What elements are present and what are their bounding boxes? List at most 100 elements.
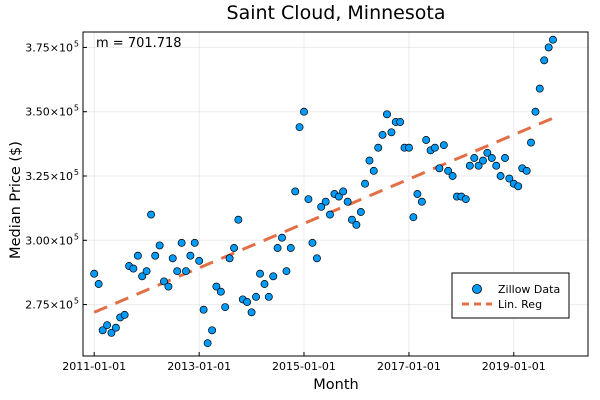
data-point	[365, 156, 374, 165]
data-point	[487, 154, 496, 162]
data-point	[155, 241, 164, 250]
data-point	[186, 251, 195, 260]
data-point	[505, 174, 514, 183]
x-tick-label: 2011-01-01	[62, 360, 126, 373]
regression-line-segment	[93, 116, 554, 314]
data-point	[168, 254, 177, 263]
x-axis-label: Month	[313, 377, 358, 393]
data-point	[98, 326, 107, 335]
data-point	[339, 187, 348, 196]
data-points	[90, 35, 557, 348]
y-tick-exponent: 5	[74, 168, 79, 177]
data-point	[470, 154, 479, 162]
x-tick-label: 2019-01-01	[482, 360, 546, 373]
y-tick-label: 2.75×10	[25, 299, 73, 312]
data-point	[479, 156, 487, 165]
data-point	[356, 208, 365, 216]
data-point	[120, 310, 129, 319]
data-point	[291, 187, 300, 196]
data-point	[173, 267, 182, 276]
x-tick-label: 2017-01-01	[377, 360, 441, 373]
x-tick-label: 2015-01-01	[272, 360, 336, 373]
data-point	[230, 244, 239, 252]
data-point	[496, 172, 505, 180]
data-point	[300, 107, 308, 116]
data-point	[531, 107, 540, 116]
data-point	[396, 118, 405, 126]
data-point	[378, 130, 387, 139]
x-axis-ticks: 2011-01-01 2013-01-01 2015-01-01 2017-01-01…	[62, 352, 546, 373]
data-point	[417, 197, 426, 206]
data-point	[151, 251, 160, 260]
data-point	[195, 256, 204, 265]
data-point	[221, 303, 230, 312]
data-point	[94, 280, 103, 288]
data-point	[347, 215, 356, 224]
data-point	[164, 282, 173, 291]
data-point	[514, 182, 523, 191]
y-tick-exponent: 5	[74, 39, 79, 48]
data-point	[129, 264, 138, 273]
data-point	[304, 195, 313, 204]
data-point	[387, 128, 396, 137]
data-point	[369, 166, 378, 175]
x-tick-label: 2013-01-01	[167, 360, 231, 373]
data-point	[90, 269, 99, 278]
data-point	[234, 215, 243, 224]
data-point	[295, 123, 304, 132]
data-point	[383, 110, 391, 119]
data-point	[404, 143, 413, 152]
data-point	[225, 254, 234, 263]
legend: Zillow Data Lin. Reg	[451, 272, 570, 319]
data-point	[273, 244, 282, 252]
y-axis-label: Median Price ($)	[8, 141, 24, 259]
data-point	[260, 280, 269, 288]
y-tick-label: 3.00×10	[25, 234, 73, 247]
data-point	[142, 267, 151, 276]
legend-label-regression: Lin. Reg	[498, 298, 542, 311]
data-point	[334, 192, 343, 201]
data-point	[321, 197, 330, 206]
data-point	[208, 326, 217, 335]
data-point	[444, 166, 453, 175]
data-point	[308, 238, 317, 247]
y-tick-label: 3.50×10	[25, 106, 73, 119]
data-point	[243, 298, 252, 306]
data-point	[430, 143, 439, 152]
data-point	[177, 238, 186, 247]
data-point	[133, 251, 142, 260]
data-point	[317, 202, 326, 211]
data-point	[540, 56, 549, 65]
data-point	[182, 267, 190, 276]
data-point	[138, 272, 147, 281]
legend-label-zillow: Zillow Data	[498, 283, 560, 296]
data-point	[111, 323, 120, 332]
y-tick-exponent: 5	[74, 104, 79, 113]
data-point	[107, 328, 116, 337]
legend-marker-zillow	[472, 284, 482, 294]
data-point	[312, 254, 321, 263]
data-point	[361, 179, 369, 188]
y-tick-exponent: 5	[74, 297, 79, 306]
data-point	[203, 339, 212, 348]
data-point	[326, 210, 334, 219]
data-point	[492, 161, 501, 170]
chart-title: Saint Cloud, Minnesota	[227, 2, 446, 24]
slope-annotation: m = 701.718	[96, 36, 182, 51]
regression-line	[93, 116, 554, 314]
data-point	[199, 305, 208, 314]
plot-frame	[82, 31, 589, 357]
data-point	[278, 233, 286, 242]
data-point	[465, 161, 474, 170]
data-point	[212, 282, 221, 291]
data-point	[413, 190, 422, 198]
y-axis-ticks: 2.75×10 53.00×10 53.25×10 53.50×10 53.75×10 5	[25, 39, 87, 312]
data-point	[461, 195, 470, 204]
data-point	[549, 35, 557, 44]
data-point	[374, 143, 383, 152]
data-point	[343, 197, 352, 206]
data-point	[501, 154, 509, 162]
data-point	[527, 138, 535, 147]
data-point	[160, 277, 168, 286]
data-point	[474, 161, 483, 170]
